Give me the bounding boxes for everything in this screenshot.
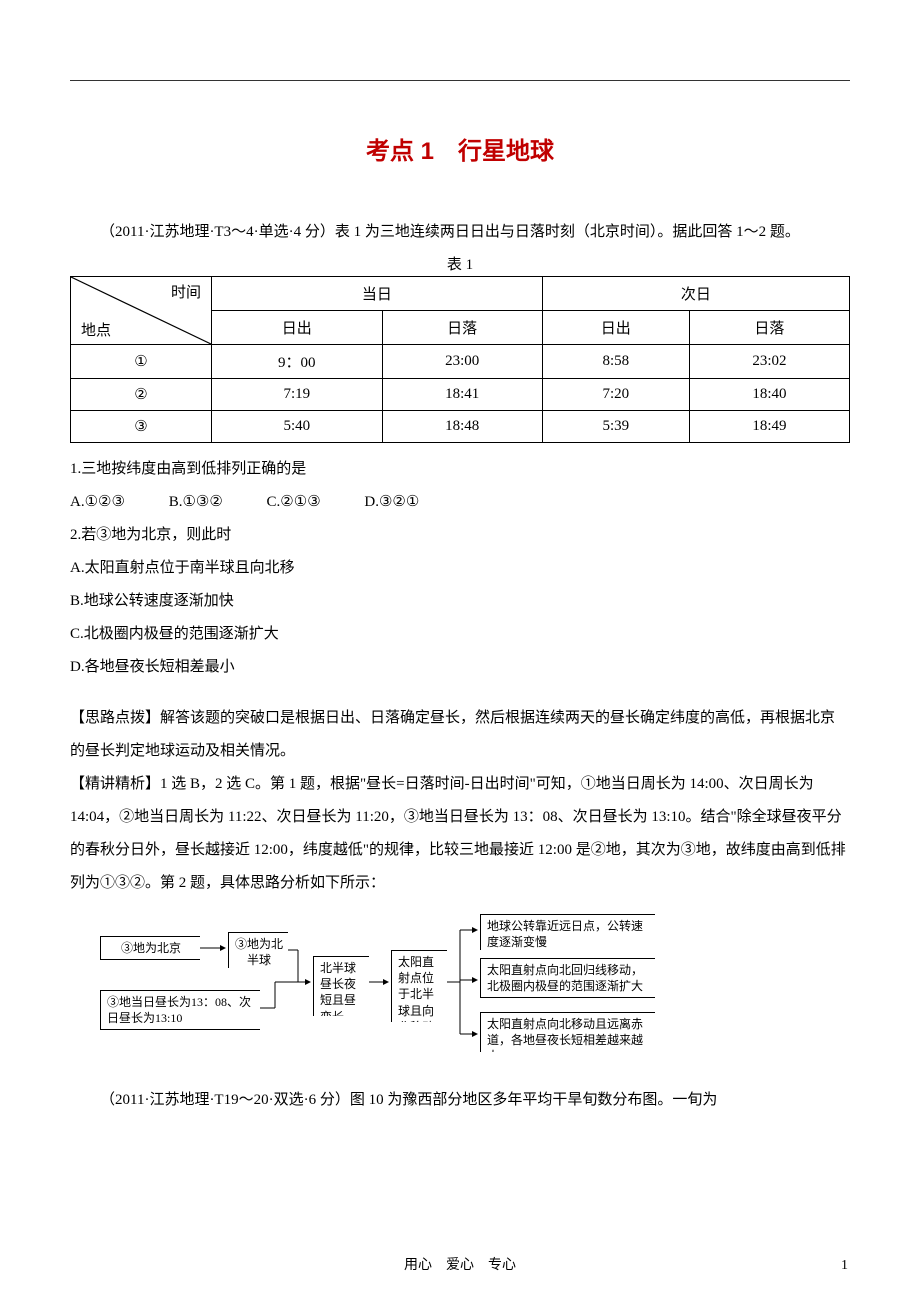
- data-cell: 9：00: [212, 345, 383, 379]
- q1-opt-d: D.③②①: [364, 494, 419, 510]
- q1-options: A.①②③ B.①③② C.②①③ D.③②①: [70, 486, 850, 519]
- data-cell: 23:00: [382, 345, 542, 379]
- hint-text: 解答该题的突破口是根据日出、日落确定昼长，然后根据连续两天的昼长确定纬度的高低，…: [70, 710, 835, 759]
- table-row: ① 9：00 23:00 8:58 23:02: [71, 345, 850, 379]
- page-title: 考点 1 行星地球: [70, 131, 850, 166]
- data-cell: 5:39: [542, 411, 689, 443]
- q1-opt-c: C.②①③: [267, 494, 321, 510]
- loc-cell: ③: [71, 411, 212, 443]
- sunrise-sunset-table: 时间 地点 当日 次日 日出 日落 日出 日落 ① 9：00 23:00 8:5…: [70, 276, 850, 443]
- flow-node-h: 太阳直射点向北移动且远离赤道，各地昼夜长短相差越来越大: [480, 1012, 655, 1052]
- expl-label: 【精讲精析】: [70, 776, 160, 792]
- flow-node-b: ③地当日昼长为13：08、次日昼长为13:10: [100, 990, 260, 1030]
- loc-cell: ①: [71, 345, 212, 379]
- table-row: ② 7:19 18:41 7:20 18:40: [71, 379, 850, 411]
- intro-paragraph: （2011·江苏地理·T3～4·单选·4 分）表 1 为三地连续两日日出与日落时…: [70, 216, 850, 249]
- col-d2-set: 日落: [689, 311, 849, 345]
- flow-node-f: 地球公转靠近远日点，公转速度逐渐变慢: [480, 914, 655, 950]
- flow-node-c: ③地为北半球: [228, 932, 288, 968]
- flow-node-e: 太阳直射点位于北半球且向北移动: [391, 950, 447, 1022]
- data-cell: 5:40: [212, 411, 383, 443]
- flowchart: ③地为北京 ③地当日昼长为13：08、次日昼长为13:10 ③地为北半球 北半球…: [100, 912, 850, 1056]
- data-cell: 8:58: [542, 345, 689, 379]
- flow-node-g: 太阳直射点向北回归线移动，北极圈内极昼的范围逐渐扩大: [480, 958, 655, 998]
- col-d1-rise: 日出: [212, 311, 383, 345]
- diag-top-label: 时间: [171, 281, 201, 302]
- loc-cell: ②: [71, 379, 212, 411]
- data-cell: 7:19: [212, 379, 383, 411]
- hint-label: 【思路点拨】: [70, 710, 160, 726]
- q2-opt-b: B.地球公转速度逐渐加快: [70, 585, 850, 618]
- data-cell: 18:48: [382, 411, 542, 443]
- q1-stem: 1.三地按纬度由高到低排列正确的是: [70, 453, 850, 486]
- table-row: ③ 5:40 18:48 5:39 18:49: [71, 411, 850, 443]
- data-cell: 23:02: [689, 345, 849, 379]
- col-day2: 次日: [542, 277, 849, 311]
- data-cell: 18:40: [689, 379, 849, 411]
- table-caption: 表 1: [70, 253, 850, 274]
- expl-text: 1 选 B，2 选 C。第 1 题，根据"昼长=日落时间-日出时间"可知，①地当…: [70, 776, 846, 891]
- data-cell: 7:20: [542, 379, 689, 411]
- q2-stem: 2.若③地为北京，则此时: [70, 519, 850, 552]
- data-cell: 18:49: [689, 411, 849, 443]
- diag-bot-label: 地点: [81, 319, 111, 340]
- q2-opt-c: C.北极圈内极昼的范围逐渐扩大: [70, 618, 850, 651]
- hint-paragraph: 【思路点拨】解答该题的突破口是根据日出、日落确定昼长，然后根据连续两天的昼长确定…: [70, 702, 850, 768]
- col-d1-set: 日落: [382, 311, 542, 345]
- data-cell: 18:41: [382, 379, 542, 411]
- footer-text: 用心 爱心 专心: [0, 1254, 920, 1274]
- flow-node-a: ③地为北京: [100, 936, 200, 960]
- table-diag-header: 时间 地点: [71, 277, 212, 345]
- flow-node-d: 北半球昼长夜短且昼变长: [313, 956, 369, 1016]
- col-d2-rise: 日出: [542, 311, 689, 345]
- col-day1: 当日: [212, 277, 543, 311]
- q1-opt-b: B.①③②: [169, 494, 223, 510]
- next-question-intro: （2011·江苏地理·T19～20·双选·6 分）图 10 为豫西部分地区多年平…: [70, 1084, 850, 1117]
- page-number: 1: [841, 1258, 848, 1274]
- explanation-paragraph: 【精讲精析】1 选 B，2 选 C。第 1 题，根据"昼长=日落时间-日出时间"…: [70, 768, 850, 900]
- q1-opt-a: A.①②③: [70, 494, 125, 510]
- q2-opt-d: D.各地昼夜长短相差最小: [70, 651, 850, 684]
- q2-opt-a: A.太阳直射点位于南半球且向北移: [70, 552, 850, 585]
